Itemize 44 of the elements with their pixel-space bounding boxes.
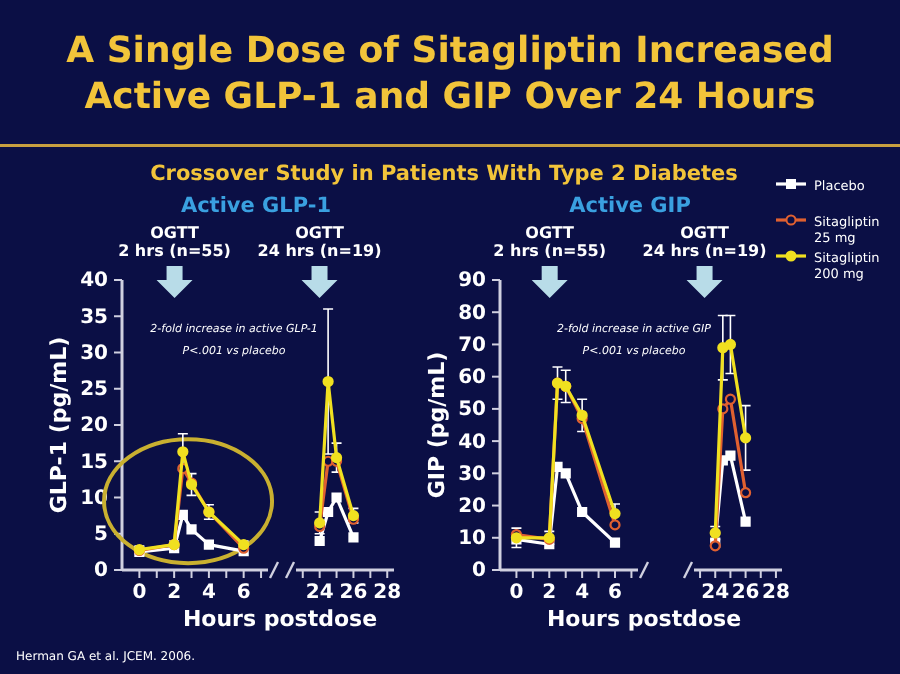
x-tick-label: 4 — [575, 582, 590, 605]
y-tick-label: 30 — [80, 342, 109, 365]
y-tick-label: 40 — [80, 270, 109, 293]
text: OGTT 2 hrs (n=55) — [493, 224, 607, 260]
x-tick-label: 28 — [373, 582, 402, 605]
y-tick-label: 80 — [458, 302, 487, 325]
text: OGTT 24 hrs (n=19) — [257, 224, 382, 260]
y-tick-label: 50 — [458, 399, 487, 422]
y-axis-title: GIP (pg/mL) — [424, 351, 450, 499]
x-tick-label: 6 — [236, 582, 251, 605]
text: OGTT 2 hrs (n=55) — [118, 224, 231, 260]
y-tick-label: 90 — [458, 270, 487, 293]
text: Active GLP-1 — [180, 194, 332, 218]
y-tick-label: 30 — [458, 463, 487, 486]
text: Crossover Study in Patients With Type 2 Diabetes — [150, 162, 738, 186]
y-tick-label: 35 — [80, 306, 109, 329]
y-tick-label: 60 — [458, 367, 487, 390]
x-tick-label: 2 — [167, 582, 182, 605]
x-axis-title: Hours postdose — [546, 606, 742, 632]
y-tick-label: 40 — [458, 431, 487, 454]
y-tick-label: 20 — [458, 495, 487, 518]
y-tick-label: 15 — [80, 451, 109, 474]
chart-title: Active GIP — [569, 194, 692, 218]
x-tick-label: 4 — [201, 582, 216, 605]
y-tick-label: 70 — [458, 334, 487, 357]
x-tick-label: 6 — [608, 582, 623, 605]
y-tick-label: 20 — [80, 415, 109, 438]
y-axis-title: GLP-1 (pg/mL) — [46, 336, 72, 514]
text: A Single Dose of Sitagliptin Increased Active GLP-1 and GIP Over 24 Hours — [66, 30, 834, 118]
x-tick-label: 26 — [339, 582, 368, 605]
x-tick-label: 0 — [509, 582, 524, 605]
x-tick-label: 0 — [132, 582, 147, 605]
x-tick-label: 26 — [731, 582, 760, 605]
y-tick-label: 5 — [94, 524, 109, 547]
x-tick-label: 24 — [305, 582, 334, 605]
x-tick-label: 28 — [762, 582, 790, 605]
text: OGTT 24 hrs (n=19) — [642, 224, 767, 260]
x-tick-label: 2 — [542, 582, 557, 605]
x-axis-title: Hours postdose — [182, 606, 378, 632]
y-tick-label: 0 — [94, 560, 109, 583]
x-tick-label: 24 — [701, 582, 730, 605]
y-tick-label: 25 — [80, 379, 109, 402]
y-tick-label: 0 — [472, 560, 487, 583]
y-tick-label: 10 — [458, 528, 487, 551]
